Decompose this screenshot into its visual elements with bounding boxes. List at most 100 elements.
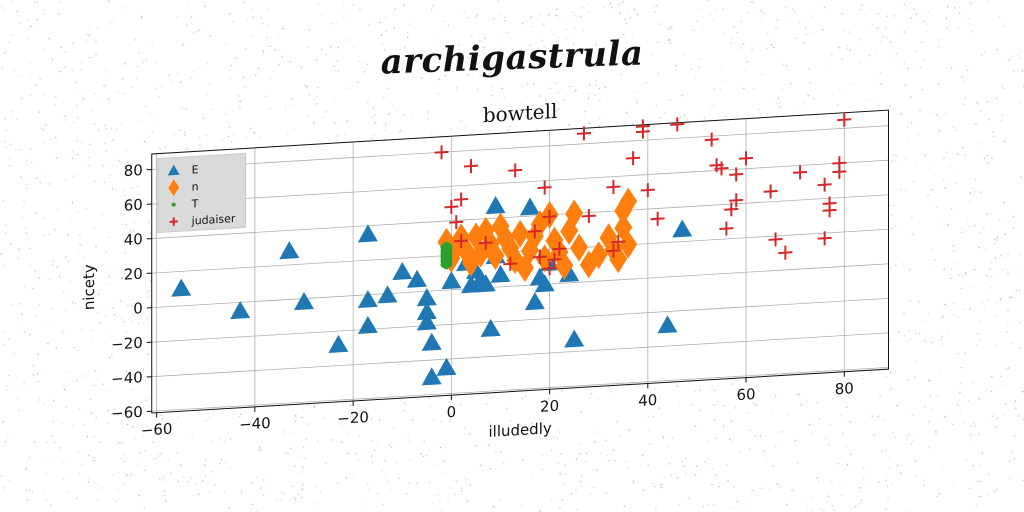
point-n bbox=[486, 242, 505, 271]
point-judaiser bbox=[793, 165, 808, 180]
point-n bbox=[511, 219, 530, 248]
point-judaiser bbox=[650, 211, 665, 226]
point-e bbox=[485, 196, 506, 215]
legend-label: judaiser bbox=[191, 212, 236, 228]
point-judaiser bbox=[449, 215, 464, 230]
point-judaiser bbox=[606, 179, 621, 194]
point-judaiser bbox=[464, 158, 478, 174]
y-gridline bbox=[151, 194, 889, 239]
x-tick-label: 60 bbox=[737, 385, 756, 404]
point-judaiser bbox=[542, 261, 557, 276]
point-judaiser bbox=[434, 145, 449, 160]
point-judaiser bbox=[768, 232, 783, 247]
point-e bbox=[392, 262, 413, 281]
y-gridline bbox=[151, 263, 889, 309]
point-n bbox=[501, 234, 520, 263]
point-e bbox=[519, 197, 540, 216]
point-e bbox=[357, 289, 378, 309]
point-n bbox=[481, 230, 500, 259]
point-judaiser bbox=[817, 177, 832, 192]
point-n bbox=[545, 226, 564, 255]
point-judaiser bbox=[503, 256, 518, 271]
point-judaiser bbox=[527, 224, 542, 239]
point-judaiser bbox=[547, 252, 562, 267]
point-e bbox=[421, 367, 442, 386]
point-e bbox=[230, 301, 251, 320]
point-e bbox=[279, 241, 300, 260]
data-marks bbox=[171, 112, 852, 386]
point-n bbox=[619, 187, 638, 216]
point-e bbox=[406, 269, 427, 288]
x-tick-label: 0 bbox=[447, 403, 457, 422]
point-judaiser bbox=[635, 124, 650, 139]
point-judaiser bbox=[454, 233, 469, 248]
point-judaiser bbox=[478, 235, 493, 250]
y-tick-label: −20 bbox=[111, 334, 143, 354]
x-tick-label: 20 bbox=[540, 397, 559, 416]
point-judaiser bbox=[724, 202, 739, 217]
y-axis-label: nicety bbox=[80, 264, 98, 311]
point-e bbox=[441, 271, 462, 290]
y-gridline bbox=[151, 125, 889, 170]
y-gridline bbox=[151, 367, 889, 412]
y-tick-label: −60 bbox=[111, 403, 143, 423]
point-n bbox=[609, 245, 628, 274]
point-judaiser bbox=[640, 183, 655, 198]
point-e bbox=[357, 315, 378, 334]
point-judaiser bbox=[606, 243, 621, 258]
legend-label: E bbox=[192, 163, 199, 176]
plot-frame bbox=[151, 109, 889, 414]
point-judaiser bbox=[822, 196, 837, 211]
point-judaiser bbox=[454, 192, 469, 207]
y-tick-label: 20 bbox=[124, 265, 143, 284]
point-judaiser bbox=[444, 199, 459, 214]
y-gridline bbox=[151, 159, 889, 205]
point-e bbox=[328, 334, 349, 353]
legend-marker bbox=[168, 179, 180, 197]
point-e bbox=[416, 312, 437, 331]
point-n bbox=[589, 241, 608, 270]
point-n bbox=[614, 213, 633, 242]
point-n bbox=[491, 212, 510, 241]
point-e bbox=[416, 301, 437, 321]
x-tick-label: 40 bbox=[638, 391, 657, 410]
point-n bbox=[565, 199, 584, 228]
point-e bbox=[357, 224, 378, 243]
point-e bbox=[377, 285, 398, 304]
point-e bbox=[490, 264, 511, 283]
point-e bbox=[564, 329, 585, 348]
point-judaiser bbox=[670, 117, 685, 132]
point-e bbox=[436, 357, 457, 376]
legend-marker bbox=[167, 164, 180, 176]
point-e bbox=[657, 315, 678, 334]
point-e bbox=[534, 274, 555, 293]
point-e bbox=[475, 274, 496, 293]
point-judaiser bbox=[729, 193, 744, 208]
point-n bbox=[535, 244, 554, 273]
point-judaiser bbox=[729, 167, 744, 182]
point-n bbox=[496, 224, 515, 253]
x-tick-label: −20 bbox=[337, 408, 369, 428]
point-n bbox=[619, 230, 638, 259]
point-n bbox=[457, 236, 476, 265]
legend-box bbox=[157, 152, 247, 234]
point-judaiser bbox=[532, 249, 547, 264]
point-judaiser bbox=[714, 161, 729, 176]
point-judaiser bbox=[704, 132, 719, 147]
x-tick-label: 80 bbox=[835, 379, 854, 398]
point-e bbox=[421, 332, 442, 351]
point-e bbox=[480, 318, 501, 338]
point-judaiser bbox=[581, 208, 596, 224]
point-e bbox=[461, 275, 481, 294]
point-judaiser bbox=[552, 241, 567, 256]
point-judaiser bbox=[542, 209, 557, 224]
legend-label: T bbox=[191, 197, 199, 210]
y-tick-label: −40 bbox=[111, 368, 143, 388]
legend-label: n bbox=[192, 180, 199, 193]
point-n bbox=[476, 216, 495, 245]
y-gridline bbox=[151, 297, 889, 343]
point-judaiser bbox=[508, 163, 523, 178]
y-tick-label: 40 bbox=[124, 230, 143, 249]
y-gridline bbox=[151, 332, 889, 378]
point-e bbox=[416, 288, 437, 307]
